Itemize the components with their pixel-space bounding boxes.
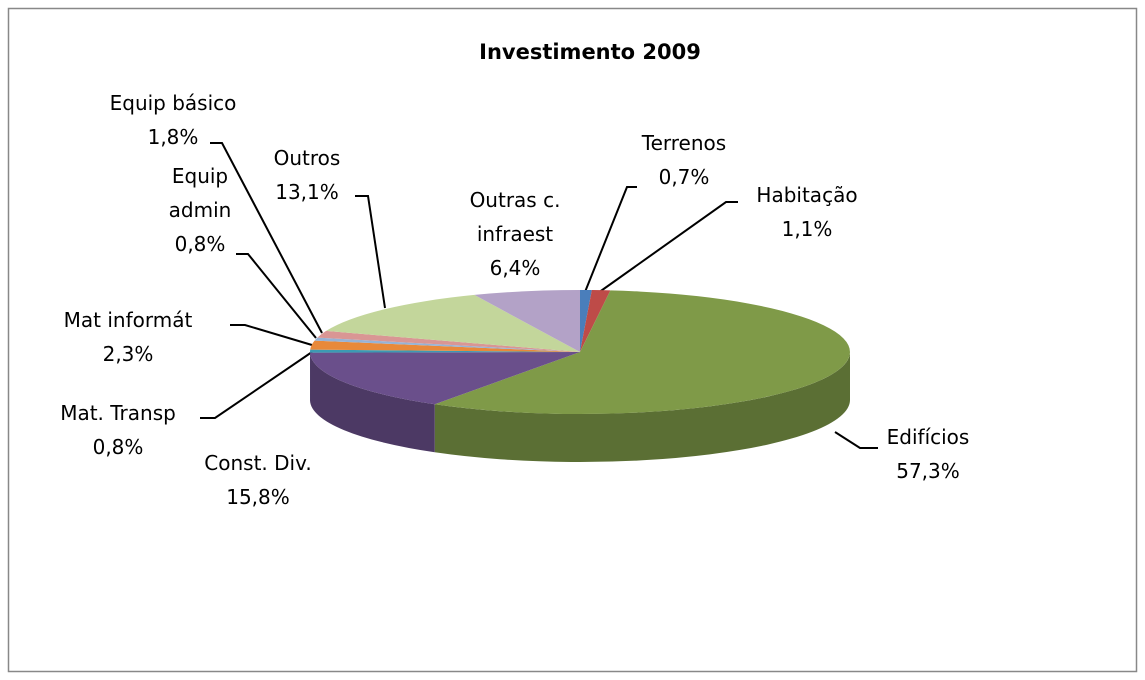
slice-value: 0,8% — [174, 232, 226, 256]
slice-name: Edifícios — [886, 425, 970, 449]
slice-label: Habitação 1,1% — [732, 178, 882, 246]
slice-value: 0,7% — [658, 165, 710, 189]
slice-value: 13,1% — [275, 180, 339, 204]
slice-label: Const. Div. 15,8% — [183, 446, 333, 514]
pie-slice — [474, 290, 580, 352]
slice-name: Mat informát — [63, 308, 193, 332]
slice-label: Outros 13,1% — [252, 141, 362, 209]
slice-value: 1,1% — [781, 217, 833, 241]
pie-slice — [310, 349, 580, 353]
slice-label: Mat. Transp 0,8% — [33, 396, 203, 464]
slice-name: Mat. Transp — [60, 401, 176, 425]
slice-value: 6,4% — [489, 256, 541, 280]
slice-name: Habitação — [756, 183, 858, 207]
slice-name: Const. Div. — [204, 451, 312, 475]
slice-name: Terrenos — [641, 131, 727, 155]
leader-line — [584, 186, 637, 293]
slice-value: 57,3% — [896, 459, 960, 483]
leader-line — [210, 142, 323, 334]
pie-slice — [317, 330, 580, 352]
slice-name: Outras c. infraest — [469, 188, 561, 246]
pie-slice — [310, 340, 580, 352]
leader-line — [355, 195, 386, 309]
slice-name: Equip admin — [168, 164, 232, 222]
pie-slice — [580, 290, 592, 352]
pie-slice — [314, 337, 580, 352]
slice-value: 15,8% — [226, 485, 290, 509]
leader-lines — [200, 142, 878, 449]
slice-label: Edifícios 57,3% — [863, 420, 993, 488]
leader-line — [597, 201, 738, 294]
chart-title: Investimento 2009 — [479, 40, 701, 64]
pie-slice-side — [434, 352, 850, 462]
leader-line — [236, 253, 317, 339]
slice-name: Equip básico — [109, 91, 237, 115]
slice-name: Outros — [273, 146, 341, 170]
pie-slice-side — [310, 352, 435, 453]
leader-line — [230, 324, 313, 346]
leader-line — [200, 351, 313, 419]
slice-label: Equip básico 1,8% — [83, 86, 263, 154]
slice-label: Terrenos 0,7% — [619, 126, 749, 194]
slice-label: Equip admin 0,8% — [155, 159, 245, 261]
slice-value: 0,8% — [92, 435, 144, 459]
slice-label: Outras c. infraest 6,4% — [455, 183, 575, 285]
pie-slice — [310, 352, 580, 405]
slice-value: 1,8% — [147, 125, 199, 149]
slice-label: Mat informát 2,3% — [43, 303, 213, 371]
pie-slice — [580, 290, 611, 352]
leader-line — [834, 431, 878, 449]
pie-slice — [434, 290, 850, 414]
pie-slice — [326, 294, 580, 352]
slice-value: 2,3% — [102, 342, 154, 366]
